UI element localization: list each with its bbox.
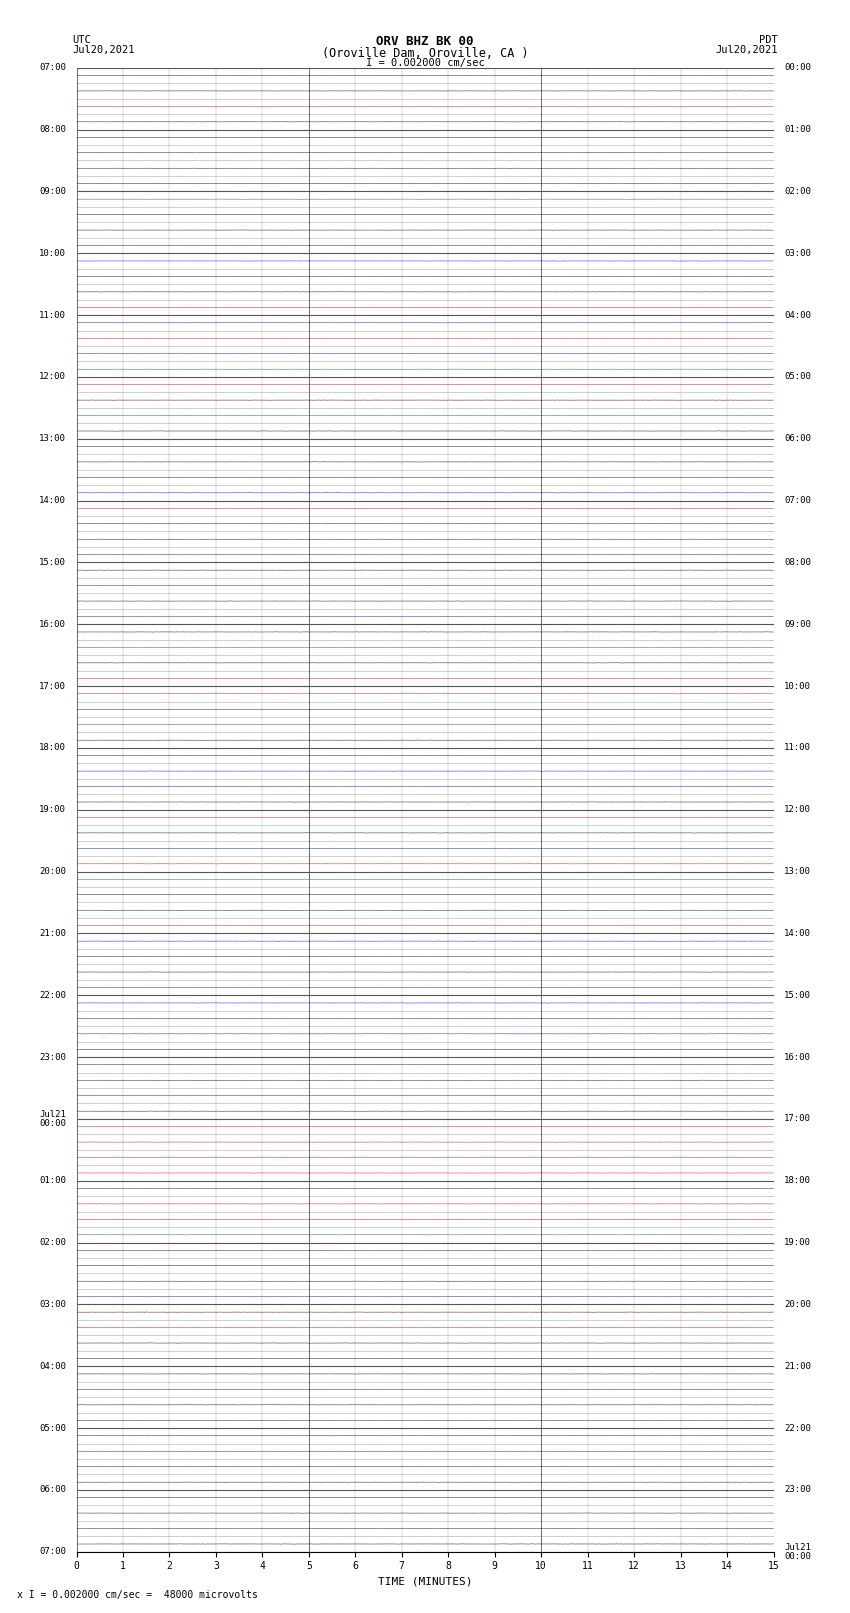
Text: 15:00: 15:00 <box>784 990 811 1000</box>
Text: 19:00: 19:00 <box>39 805 66 815</box>
Text: 16:00: 16:00 <box>39 619 66 629</box>
Text: Jul21
00:00: Jul21 00:00 <box>39 1110 66 1127</box>
Text: 22:00: 22:00 <box>784 1424 811 1432</box>
Text: 16:00: 16:00 <box>784 1053 811 1061</box>
Text: x I = 0.002000 cm/sec =  48000 microvolts: x I = 0.002000 cm/sec = 48000 microvolts <box>17 1590 258 1600</box>
Text: 13:00: 13:00 <box>784 868 811 876</box>
Text: 08:00: 08:00 <box>784 558 811 566</box>
Text: 02:00: 02:00 <box>39 1239 66 1247</box>
Text: 14:00: 14:00 <box>39 497 66 505</box>
Text: 05:00: 05:00 <box>784 373 811 381</box>
Text: 07:00: 07:00 <box>784 497 811 505</box>
Text: (Oroville Dam, Oroville, CA ): (Oroville Dam, Oroville, CA ) <box>321 47 529 60</box>
Text: 20:00: 20:00 <box>39 868 66 876</box>
Text: 18:00: 18:00 <box>784 1176 811 1186</box>
Text: 01:00: 01:00 <box>39 1176 66 1186</box>
Text: 13:00: 13:00 <box>39 434 66 444</box>
Text: Jul20,2021: Jul20,2021 <box>715 45 778 55</box>
Text: 04:00: 04:00 <box>39 1361 66 1371</box>
Text: 07:00: 07:00 <box>39 1547 66 1557</box>
Text: 23:00: 23:00 <box>39 1053 66 1061</box>
Text: 19:00: 19:00 <box>784 1239 811 1247</box>
Text: Jul20,2021: Jul20,2021 <box>72 45 135 55</box>
Text: 20:00: 20:00 <box>784 1300 811 1308</box>
Text: UTC: UTC <box>72 35 91 45</box>
Text: 04:00: 04:00 <box>784 311 811 319</box>
Text: 12:00: 12:00 <box>39 373 66 381</box>
Text: 14:00: 14:00 <box>784 929 811 937</box>
Text: 15:00: 15:00 <box>39 558 66 566</box>
Text: 03:00: 03:00 <box>39 1300 66 1308</box>
Text: 17:00: 17:00 <box>39 682 66 690</box>
Text: PDT: PDT <box>759 35 778 45</box>
Text: 03:00: 03:00 <box>784 248 811 258</box>
Text: 23:00: 23:00 <box>784 1486 811 1494</box>
Text: I = 0.002000 cm/sec: I = 0.002000 cm/sec <box>366 58 484 68</box>
Text: 21:00: 21:00 <box>39 929 66 937</box>
Text: 22:00: 22:00 <box>39 990 66 1000</box>
Text: 11:00: 11:00 <box>39 311 66 319</box>
Text: 11:00: 11:00 <box>784 744 811 752</box>
Text: 06:00: 06:00 <box>784 434 811 444</box>
Text: ORV BHZ BK 00: ORV BHZ BK 00 <box>377 35 473 48</box>
Text: 06:00: 06:00 <box>39 1486 66 1494</box>
Text: 00:00: 00:00 <box>784 63 811 73</box>
Text: 09:00: 09:00 <box>39 187 66 195</box>
Text: 08:00: 08:00 <box>39 126 66 134</box>
Text: 02:00: 02:00 <box>784 187 811 195</box>
Text: 01:00: 01:00 <box>784 126 811 134</box>
X-axis label: TIME (MINUTES): TIME (MINUTES) <box>377 1578 473 1587</box>
Text: 05:00: 05:00 <box>39 1424 66 1432</box>
Text: Jul21
00:00: Jul21 00:00 <box>784 1542 811 1561</box>
Text: 21:00: 21:00 <box>784 1361 811 1371</box>
Text: 10:00: 10:00 <box>784 682 811 690</box>
Text: 17:00: 17:00 <box>784 1115 811 1123</box>
Text: 12:00: 12:00 <box>784 805 811 815</box>
Text: 18:00: 18:00 <box>39 744 66 752</box>
Text: 10:00: 10:00 <box>39 248 66 258</box>
Text: 09:00: 09:00 <box>784 619 811 629</box>
Text: 07:00: 07:00 <box>39 63 66 73</box>
